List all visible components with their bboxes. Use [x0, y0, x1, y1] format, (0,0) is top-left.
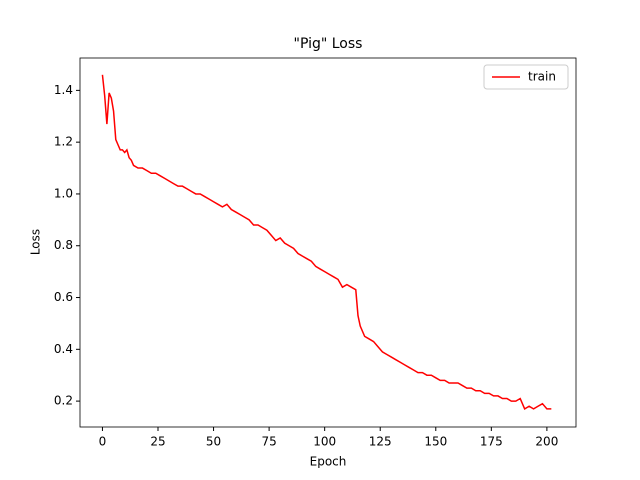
plot-frame [79, 57, 577, 428]
x-tick-label: 50 [206, 435, 221, 449]
y-tick-label: 0.6 [54, 290, 73, 304]
x-axis-label: Epoch [310, 455, 347, 469]
y-tick-label: 1.2 [54, 135, 73, 149]
x-tick-label: 0 [99, 435, 107, 449]
y-tick-label: 1.0 [54, 186, 73, 200]
legend-box [483, 64, 569, 90]
legend-label: train [528, 70, 556, 84]
y-tick-label: 0.4 [54, 342, 73, 356]
y-tick-label: 0.8 [54, 238, 73, 252]
x-tick-label: 100 [313, 435, 336, 449]
x-tick-label: 200 [535, 435, 558, 449]
line [101, 74, 552, 410]
chart-title: "Pig" Loss [294, 36, 363, 52]
x-tick-label: 75 [261, 435, 276, 449]
y-tick-label: 0.2 [54, 394, 73, 408]
y-axis-label: Loss [29, 229, 43, 255]
y-tick-label: 1.4 [54, 83, 73, 97]
x-tick-label: 125 [369, 435, 392, 449]
x-tick-label: 175 [480, 435, 503, 449]
x-tick-label: 25 [150, 435, 165, 449]
x-tick-label: 150 [424, 435, 447, 449]
